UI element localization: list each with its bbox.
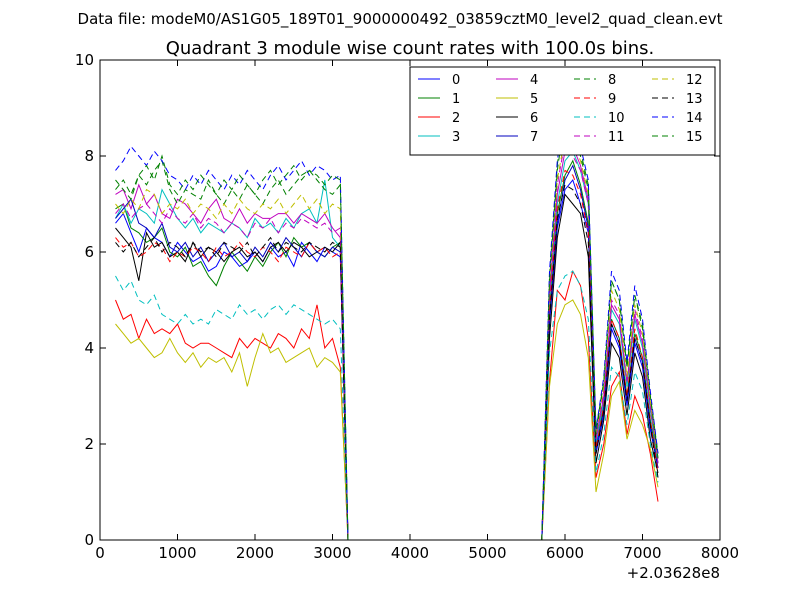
legend-label: 12 — [686, 73, 703, 88]
series-line-15 — [115, 116, 659, 540]
legend-label: 3 — [452, 130, 460, 145]
legend-label: 0 — [452, 73, 460, 88]
x-tick-label: 3000 — [313, 544, 351, 562]
series-line-7 — [115, 164, 659, 540]
series-line-11 — [115, 140, 659, 540]
series-line-0 — [115, 178, 659, 540]
series-line-4 — [115, 145, 659, 540]
x-tick-label: 1000 — [158, 544, 196, 562]
y-tick-label: 6 — [84, 243, 94, 261]
legend-label: 6 — [530, 111, 538, 126]
y-tick-label: 8 — [84, 147, 94, 165]
legend-label: 9 — [608, 92, 616, 107]
y-tick-label: 4 — [84, 339, 94, 357]
legend-label: 10 — [608, 111, 625, 126]
legend-frame — [409, 66, 716, 156]
y-tick-label: 2 — [84, 435, 94, 453]
legend-label: 5 — [530, 92, 538, 107]
legend-label: 4 — [530, 73, 538, 88]
y-tick-label: 0 — [84, 531, 94, 549]
legend-label: 11 — [608, 130, 625, 145]
x-tick-label: 0 — [95, 544, 105, 562]
x-tick-label: 2000 — [236, 544, 274, 562]
series-line-9 — [115, 169, 659, 540]
y-tick-label: 10 — [75, 51, 94, 69]
legend-label: 1 — [452, 92, 460, 107]
legend-label: 13 — [686, 92, 703, 107]
legend-label: 8 — [608, 73, 616, 88]
x-offset-label: +2.03628e8 — [627, 564, 720, 582]
series-line-5 — [115, 299, 659, 540]
x-tick-label: 6000 — [546, 544, 584, 562]
series-line-3 — [115, 150, 659, 540]
legend-label: 2 — [452, 111, 460, 126]
series-line-1 — [115, 159, 659, 540]
series-line-2 — [115, 269, 659, 540]
legend-label: 14 — [686, 111, 703, 126]
series-layer — [115, 93, 659, 540]
series-line-13 — [115, 184, 659, 540]
x-tick-label: 7000 — [623, 544, 661, 562]
figure-suptitle: Data file: modeM0/AS1G05_189T01_90000004… — [78, 10, 723, 29]
series-line-6 — [115, 193, 659, 540]
series-line-10 — [115, 270, 659, 540]
x-tick-label: 8000 — [701, 544, 739, 562]
x-axis: 0 1000 2000 3000 4000 5000 6000 7000 8000 — [95, 60, 739, 562]
legend-label: 7 — [530, 130, 538, 145]
x-tick-label: 5000 — [468, 544, 506, 562]
x-tick-label: 4000 — [391, 544, 429, 562]
legend-label: 15 — [686, 130, 703, 145]
chart-title: Quadrant 3 module wise count rates with … — [166, 38, 655, 59]
